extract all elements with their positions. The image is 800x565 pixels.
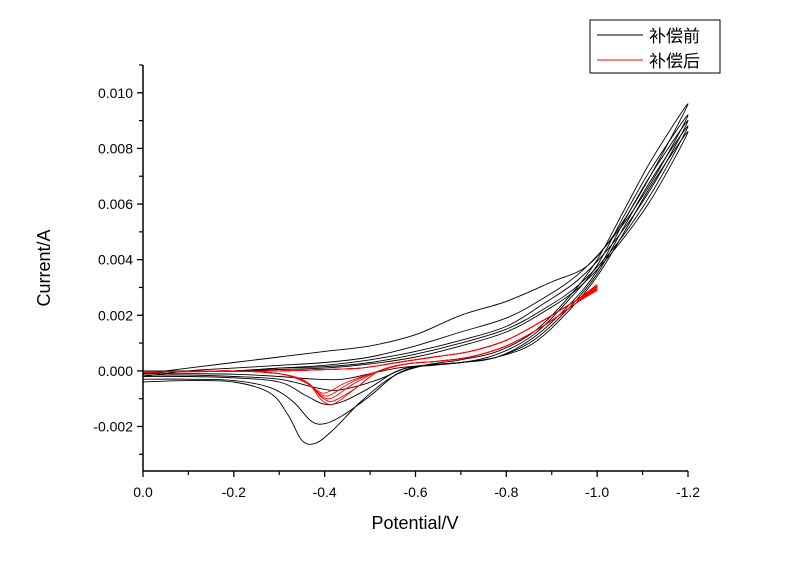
after-compensation-cycle-5 xyxy=(142,289,598,394)
y-tick-label: 0.008 xyxy=(98,140,133,156)
x-tick-label: -1.0 xyxy=(585,484,609,500)
axes xyxy=(142,65,688,472)
y-tick-label: 0.004 xyxy=(98,252,133,268)
after-compensation-cycle-2 xyxy=(142,285,598,403)
legend-label-after: 补偿后 xyxy=(649,52,700,72)
legend: 补偿前 补偿后 xyxy=(589,19,721,74)
x-tick-label: -1.2 xyxy=(676,484,700,500)
before-compensation-cycle-5 xyxy=(142,131,689,381)
after-compensation-cycle-4 xyxy=(142,288,598,397)
y-ticks: -0.002 0.000 0.002 0.004 0.006 0.008 0.010 xyxy=(93,64,143,455)
after-compensation-cycle-1 xyxy=(142,284,598,405)
y-tick-label: -0.002 xyxy=(93,419,133,435)
x-tick-label: -0.6 xyxy=(403,484,427,500)
y-tick-label: 0.010 xyxy=(98,85,133,101)
x-ticks: 0.0 -0.2 -0.4 -0.6 -0.8 -1.0 -1.2 xyxy=(133,471,700,500)
x-tick-label: -0.4 xyxy=(313,484,337,500)
y-tick-label: 0.000 xyxy=(98,363,133,379)
legend-box xyxy=(589,19,721,74)
before-compensation-cycle-3 xyxy=(142,120,689,406)
legend-label-before: 补偿前 xyxy=(649,27,700,47)
before-compensation-cycle-1 xyxy=(142,103,689,445)
x-tick-label: -0.8 xyxy=(494,484,518,500)
y-axis-title: Current/A xyxy=(34,229,54,306)
y-tick-label: 0.006 xyxy=(98,196,133,212)
before-compensation-cycle-4 xyxy=(142,125,689,391)
x-axis-title: Potential/V xyxy=(371,513,458,533)
y-tick-label: 0.002 xyxy=(98,307,133,323)
x-tick-label: 0.0 xyxy=(133,484,153,500)
before-compensation-cycle-2 xyxy=(142,114,689,425)
x-tick-label: -0.2 xyxy=(222,484,246,500)
plot-curves xyxy=(142,103,689,445)
